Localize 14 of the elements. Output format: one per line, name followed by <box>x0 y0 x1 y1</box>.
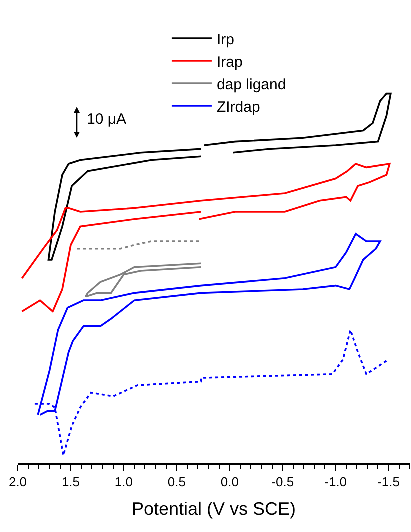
x-tick-label: -1.5 <box>378 474 400 490</box>
x-tick-label: 0.0 <box>220 474 239 490</box>
legend-label: dap ligand <box>216 76 286 94</box>
legend-label: Irp <box>216 31 234 48</box>
x-tick-label: 0.5 <box>168 474 186 490</box>
x-tick-label: -0.5 <box>272 474 294 490</box>
x-tick-label: 1.0 <box>114 474 133 490</box>
annotation: 10 μA <box>87 111 126 128</box>
legend-label: ZIrdap <box>216 98 260 116</box>
x-tick-label: 1.5 <box>62 474 80 490</box>
x-axis-title: Potential (V vs SCE) <box>132 498 296 519</box>
x-tick-label: 2.0 <box>8 474 28 490</box>
legend-label: Irap <box>216 54 243 71</box>
x-tick-label: -1.0 <box>324 474 348 490</box>
